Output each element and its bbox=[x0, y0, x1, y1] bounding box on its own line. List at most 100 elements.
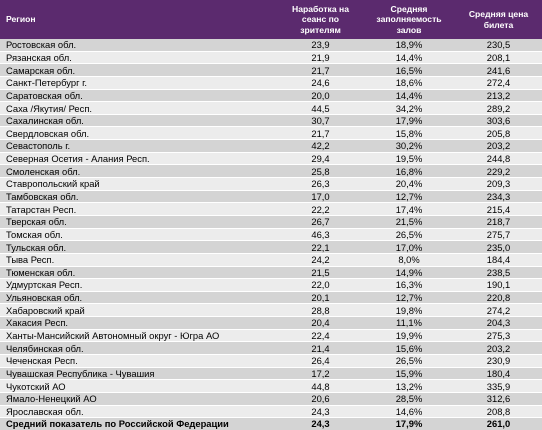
region-cell: Свердловская обл. bbox=[0, 126, 278, 141]
table-row: Ростовская обл. 23,9 18,9% 230,5 bbox=[0, 39, 542, 52]
header-region: Регион bbox=[0, 0, 278, 39]
table-row: Ханты-Мансийский Автономный округ - Югра… bbox=[0, 329, 542, 343]
hall-occupancy-cell: 14,6% bbox=[363, 405, 455, 419]
sessions-per-viewer-cell: 25,8 bbox=[278, 164, 363, 179]
hall-occupancy-cell: 14,4% bbox=[363, 89, 455, 103]
hall-occupancy-cell: 34,2% bbox=[363, 101, 455, 115]
table-row: Тульская обл. 22,1 17,0% 235,0 bbox=[0, 240, 542, 254]
ticket-price-cell: 272,4 bbox=[455, 76, 542, 90]
sessions-per-viewer-cell: 20,0 bbox=[278, 89, 363, 103]
ticket-price-cell: 275,3 bbox=[455, 329, 542, 343]
ticket-price-cell: 274,2 bbox=[455, 303, 542, 318]
sessions-per-viewer-cell: 21,9 bbox=[278, 51, 363, 65]
table-row: Чеченская Респ. 26,4 26,5% 230,9 bbox=[0, 354, 542, 368]
region-cell: Хабаровский край bbox=[0, 303, 278, 318]
total-ticket-price: 261,0 bbox=[455, 417, 542, 430]
region-cell: Рязанская обл. bbox=[0, 51, 278, 65]
table-row: Рязанская обл. 21,9 14,4% 208,1 bbox=[0, 51, 542, 65]
sessions-per-viewer-cell: 26,3 bbox=[278, 177, 363, 191]
hall-occupancy-cell: 11,1% bbox=[363, 316, 455, 330]
table-row: Смоленская обл. 25,8 16,8% 229,2 bbox=[0, 164, 542, 179]
sessions-per-viewer-cell: 29,4 bbox=[278, 152, 363, 166]
hall-occupancy-cell: 26,5% bbox=[363, 228, 455, 242]
region-cell: Саха /Якутия/ Респ. bbox=[0, 101, 278, 115]
table-row: Хакасия Респ. 20,4 11,1% 204,3 bbox=[0, 316, 542, 330]
ticket-price-cell: 230,5 bbox=[455, 39, 542, 52]
hall-occupancy-cell: 21,5% bbox=[363, 215, 455, 229]
region-cell: Тюменская обл. bbox=[0, 266, 278, 280]
sessions-per-viewer-cell: 20,1 bbox=[278, 291, 363, 305]
ticket-price-cell: 241,6 bbox=[455, 63, 542, 77]
ticket-price-cell: 218,7 bbox=[455, 215, 542, 229]
region-cell: Ямало-Ненецкий АО bbox=[0, 392, 278, 406]
hall-occupancy-cell: 17,9% bbox=[363, 114, 455, 128]
ticket-price-cell: 275,7 bbox=[455, 228, 542, 242]
table-header: Регион Наработка на сеанс по зрителям Ср… bbox=[0, 0, 542, 39]
sessions-per-viewer-cell: 21,7 bbox=[278, 63, 363, 77]
region-cell: Тульская обл. bbox=[0, 240, 278, 254]
table-row: Саратовская обл. 20,0 14,4% 213,2 bbox=[0, 89, 542, 103]
region-cell: Удмуртская Респ. bbox=[0, 278, 278, 292]
sessions-per-viewer-cell: 26,7 bbox=[278, 215, 363, 229]
table-row: Ямало-Ненецкий АО 20,6 28,5% 312,6 bbox=[0, 392, 542, 406]
ticket-price-cell: 230,9 bbox=[455, 354, 542, 368]
hall-occupancy-cell: 28,5% bbox=[363, 392, 455, 406]
table-row: Чукотский АО 44,8 13,2% 335,9 bbox=[0, 379, 542, 393]
ticket-price-cell: 235,0 bbox=[455, 240, 542, 254]
sessions-per-viewer-cell: 21,7 bbox=[278, 126, 363, 141]
table-row: Чувашская Республика - Чувашия 17,2 15,9% 1… bbox=[0, 367, 542, 381]
table-row: Ульяновская обл. 20,1 12,7% 220,8 bbox=[0, 291, 542, 305]
sessions-per-viewer-cell: 22,2 bbox=[278, 202, 363, 216]
table-row: Северная Осетия - Алания Респ. 29,4 19,5% 2… bbox=[0, 152, 542, 166]
sessions-per-viewer-cell: 44,5 bbox=[278, 101, 363, 115]
header-row: Регион Наработка на сеанс по зрителям Ср… bbox=[0, 0, 542, 39]
region-cell: Смоленская обл. bbox=[0, 164, 278, 179]
ticket-price-cell: 180,4 bbox=[455, 367, 542, 381]
sessions-per-viewer-cell: 23,9 bbox=[278, 39, 363, 52]
sessions-per-viewer-cell: 22,4 bbox=[278, 329, 363, 343]
hall-occupancy-cell: 16,8% bbox=[363, 164, 455, 179]
ticket-price-cell: 208,8 bbox=[455, 405, 542, 419]
table-row: Ставропольский край 26,3 20,4% 209,3 bbox=[0, 177, 542, 191]
table-row: Удмуртская Респ. 22,0 16,3% 190,1 bbox=[0, 278, 542, 292]
sessions-per-viewer-cell: 24,6 bbox=[278, 76, 363, 90]
hall-occupancy-cell: 15,6% bbox=[363, 341, 455, 356]
region-cell: Томская обл. bbox=[0, 228, 278, 242]
hall-occupancy-cell: 14,4% bbox=[363, 51, 455, 65]
region-cell: Ростовская обл. bbox=[0, 39, 278, 52]
region-cell: Северная Осетия - Алания Респ. bbox=[0, 152, 278, 166]
ticket-price-cell: 184,4 bbox=[455, 253, 542, 267]
table-row: Тюменская обл. 21,5 14,9% 238,5 bbox=[0, 266, 542, 280]
sessions-per-viewer-cell: 22,0 bbox=[278, 278, 363, 292]
region-cell: Санкт-Петербург г. bbox=[0, 76, 278, 90]
ticket-price-cell: 312,6 bbox=[455, 392, 542, 406]
hall-occupancy-cell: 30,2% bbox=[363, 139, 455, 153]
table-row: Ярославская обл. 24,3 14,6% 208,8 bbox=[0, 405, 542, 419]
ticket-price-cell: 204,3 bbox=[455, 316, 542, 330]
table-row: Сахалинская обл. 30,7 17,9% 303,6 bbox=[0, 114, 542, 128]
region-cell: Тыва Респ. bbox=[0, 253, 278, 267]
ticket-price-cell: 203,2 bbox=[455, 341, 542, 356]
hall-occupancy-cell: 19,9% bbox=[363, 329, 455, 343]
hall-occupancy-cell: 18,6% bbox=[363, 76, 455, 90]
table-row: Челябинская обл. 21,4 15,6% 203,2 bbox=[0, 341, 542, 356]
region-cell: Ярославская обл. bbox=[0, 405, 278, 419]
region-cell: Тамбовская обл. bbox=[0, 190, 278, 204]
hall-occupancy-cell: 14,9% bbox=[363, 266, 455, 280]
table-row: Хабаровский край 28,8 19,8% 274,2 bbox=[0, 303, 542, 318]
hall-occupancy-cell: 19,8% bbox=[363, 303, 455, 318]
hall-occupancy-cell: 12,7% bbox=[363, 190, 455, 204]
hall-occupancy-cell: 20,4% bbox=[363, 177, 455, 191]
ticket-price-cell: 205,8 bbox=[455, 126, 542, 141]
region-cell: Саратовская обл. bbox=[0, 89, 278, 103]
region-cell: Севастополь г. bbox=[0, 139, 278, 153]
region-cell: Тверская обл. bbox=[0, 215, 278, 229]
ticket-price-cell: 209,3 bbox=[455, 177, 542, 191]
hall-occupancy-cell: 26,5% bbox=[363, 354, 455, 368]
sessions-per-viewer-cell: 44,8 bbox=[278, 379, 363, 393]
ticket-price-cell: 335,9 bbox=[455, 379, 542, 393]
ticket-price-cell: 190,1 bbox=[455, 278, 542, 292]
sessions-per-viewer-cell: 17,0 bbox=[278, 190, 363, 204]
ticket-price-cell: 244,8 bbox=[455, 152, 542, 166]
sessions-per-viewer-cell: 30,7 bbox=[278, 114, 363, 128]
